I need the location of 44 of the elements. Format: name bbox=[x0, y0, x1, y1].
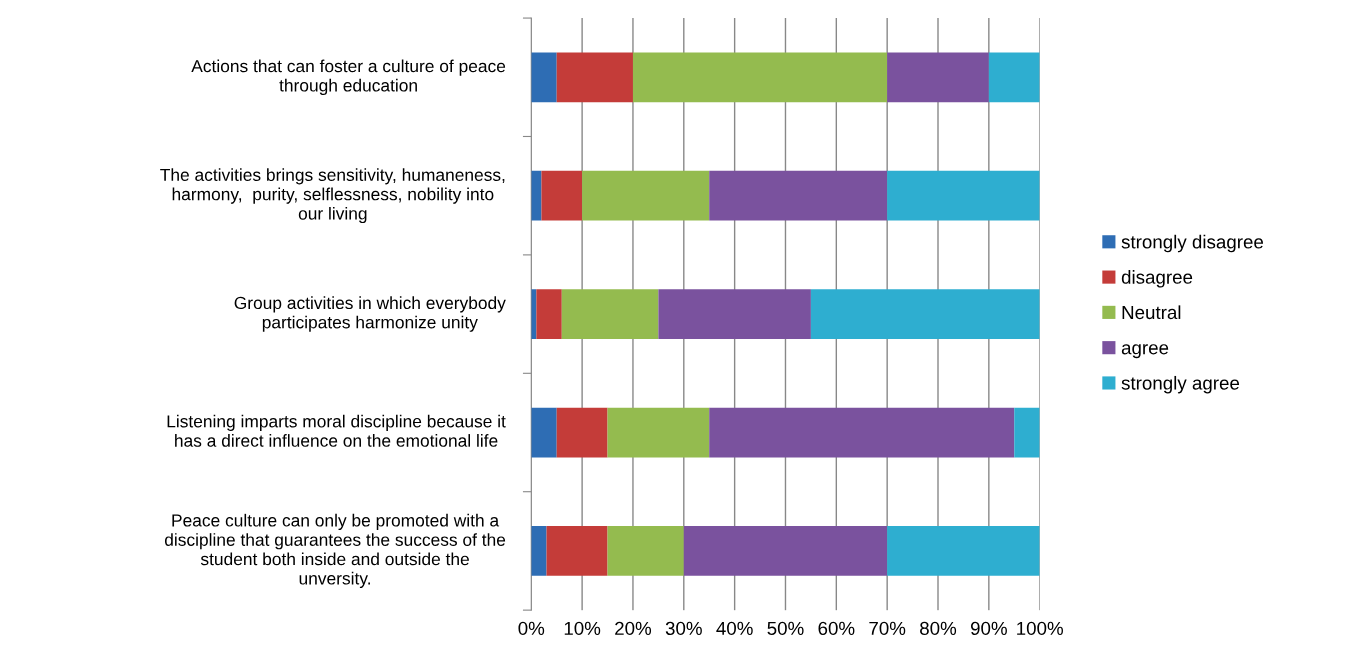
bar bbox=[541, 170, 583, 221]
legend-label: strongly agree bbox=[1121, 375, 1240, 394]
bar bbox=[709, 170, 888, 221]
x-tick-label: 10% bbox=[564, 621, 601, 636]
legend-label: agree bbox=[1121, 344, 1169, 359]
y-tick-label: Actions that can foster a culture of peace through education bbox=[191, 59, 506, 96]
y-tick-label: Listening imparts moral discipline because it has a direct influence on the emotional life bbox=[167, 414, 506, 447]
bar bbox=[887, 526, 1040, 576]
bar bbox=[556, 407, 608, 458]
y-tick-label: Group activities in which everybody participates harmonize unity bbox=[234, 296, 506, 332]
x-tick-label: 0% bbox=[518, 621, 545, 636]
bar bbox=[531, 52, 557, 103]
bar bbox=[531, 526, 547, 576]
x-tick-label: 70% bbox=[869, 621, 906, 636]
x-tick-label: 80% bbox=[920, 621, 957, 636]
x-tick-label: 90% bbox=[970, 621, 1007, 636]
bar bbox=[556, 52, 633, 103]
bar bbox=[607, 526, 684, 576]
y-tick-label: Peace culture can only be promoted with a discipline that guarantees the success of the student both inside and outside the unversity. bbox=[164, 513, 506, 589]
legend-label: Neutral bbox=[1122, 305, 1181, 320]
bar bbox=[887, 170, 1040, 221]
legend-label: disagree bbox=[1121, 270, 1193, 288]
bar bbox=[988, 52, 1040, 103]
bar bbox=[531, 407, 557, 458]
x-tick-label: 30% bbox=[665, 621, 702, 636]
bar bbox=[582, 170, 710, 221]
bar bbox=[561, 289, 659, 339]
bar bbox=[1014, 407, 1040, 458]
x-tick-label: 60% bbox=[818, 621, 855, 636]
bar bbox=[709, 407, 1015, 458]
x-tick-label: 100% bbox=[1017, 621, 1063, 636]
bar bbox=[810, 289, 1040, 339]
x-tick-label: 20% bbox=[615, 621, 652, 636]
bar bbox=[658, 289, 811, 339]
bar bbox=[546, 526, 608, 576]
legend-label: strongly disagree bbox=[1121, 234, 1264, 253]
bar bbox=[683, 526, 888, 576]
x-tick-label: 40% bbox=[716, 621, 753, 636]
y-tick-label: The activities brings sensitivity, humaneness, harmony, purity, selflessness, nobility into our living bbox=[160, 168, 505, 224]
bar bbox=[632, 52, 888, 103]
bar bbox=[887, 52, 989, 103]
x-tick-label: 50% bbox=[767, 621, 804, 636]
bar bbox=[536, 289, 562, 339]
bar bbox=[607, 407, 710, 458]
